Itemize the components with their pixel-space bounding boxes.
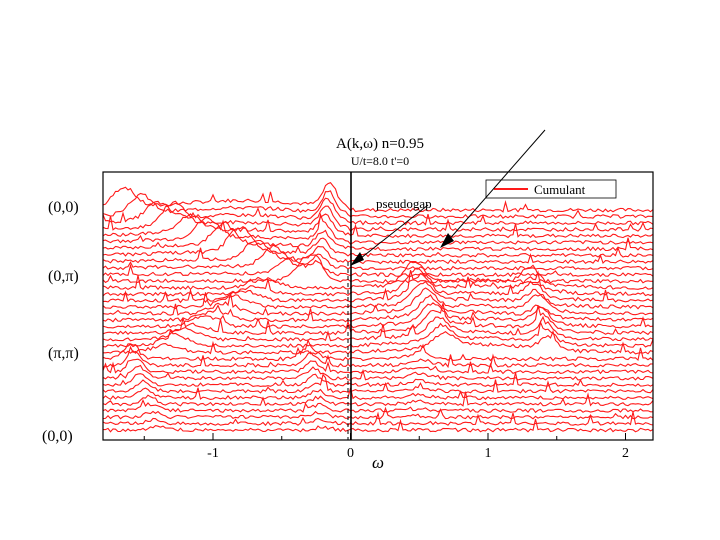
spectral-curve [102, 302, 654, 329]
spectral-curve [102, 221, 654, 252]
pseudogap-arrow-line-2 [446, 129, 546, 243]
k-label-0-0-bottom: (0,0) [42, 428, 73, 445]
spectral-curve [102, 287, 654, 316]
spectral-curve [102, 200, 654, 232]
x-axis-label: ω [372, 453, 384, 472]
k-label-0-pi: (0,π) [48, 268, 79, 285]
k-label-pi-pi: (π,π) [48, 345, 79, 362]
spectral-curve [102, 411, 654, 427]
spectral-curves [102, 182, 654, 433]
pseudogap-arrow-head-2 [440, 233, 454, 248]
legend-box [485, 179, 617, 199]
pseudogap-arrow-head-1 [350, 252, 364, 266]
x-tick-label: -1 [207, 446, 219, 461]
spectral-curve [102, 267, 654, 297]
spectral-curve [102, 270, 654, 304]
spectral-curve [102, 398, 653, 414]
spectral-curve [102, 338, 654, 362]
spectral-curve [103, 418, 654, 433]
spectral-curve [102, 372, 654, 388]
spectral-curve [102, 345, 654, 369]
legend: Cumulant [485, 179, 617, 199]
spectral-curve [102, 303, 654, 336]
spectral-curve [102, 239, 654, 265]
chart-title: A(k,ω) n=0.95 [336, 136, 424, 152]
spectral-curve [102, 358, 654, 375]
x-axis-ticks: -1 0 1 2 [143, 433, 629, 461]
x-tick-label: 2 [622, 446, 629, 461]
legend-label: Cumulant [534, 182, 586, 197]
plot-frame [102, 171, 654, 441]
spectral-curve [102, 294, 654, 323]
spectral-curve [102, 373, 654, 394]
spectral-curve [102, 315, 654, 342]
spectral-curve [102, 190, 654, 220]
x-tick-label: 0 [347, 446, 354, 461]
pseudogap-arrow-line-1 [355, 204, 429, 263]
spectral-curve [102, 391, 654, 407]
spectral-curve [102, 387, 654, 401]
spectral-curve [102, 213, 654, 239]
spectral-curve [102, 406, 654, 420]
spectral-curve [102, 226, 654, 258]
spectral-curve [102, 182, 654, 213]
k-label-0-0-top: (0,0) [48, 199, 79, 216]
spectral-curve [102, 320, 654, 349]
spectral-curve [103, 329, 654, 355]
spectral-curve [102, 280, 654, 310]
spectral-curve [102, 244, 654, 271]
spectral-curve [102, 255, 654, 278]
spectral-curve [102, 364, 654, 381]
spectral-curve [102, 261, 654, 291]
chart-subtitle: U/t=8.0 t'=0 [351, 154, 409, 168]
spectral-curve [102, 212, 654, 245]
pseudogap-annotation: pseudogap [376, 196, 432, 211]
spectral-curve [102, 254, 653, 284]
x-tick-label: 1 [485, 446, 492, 461]
